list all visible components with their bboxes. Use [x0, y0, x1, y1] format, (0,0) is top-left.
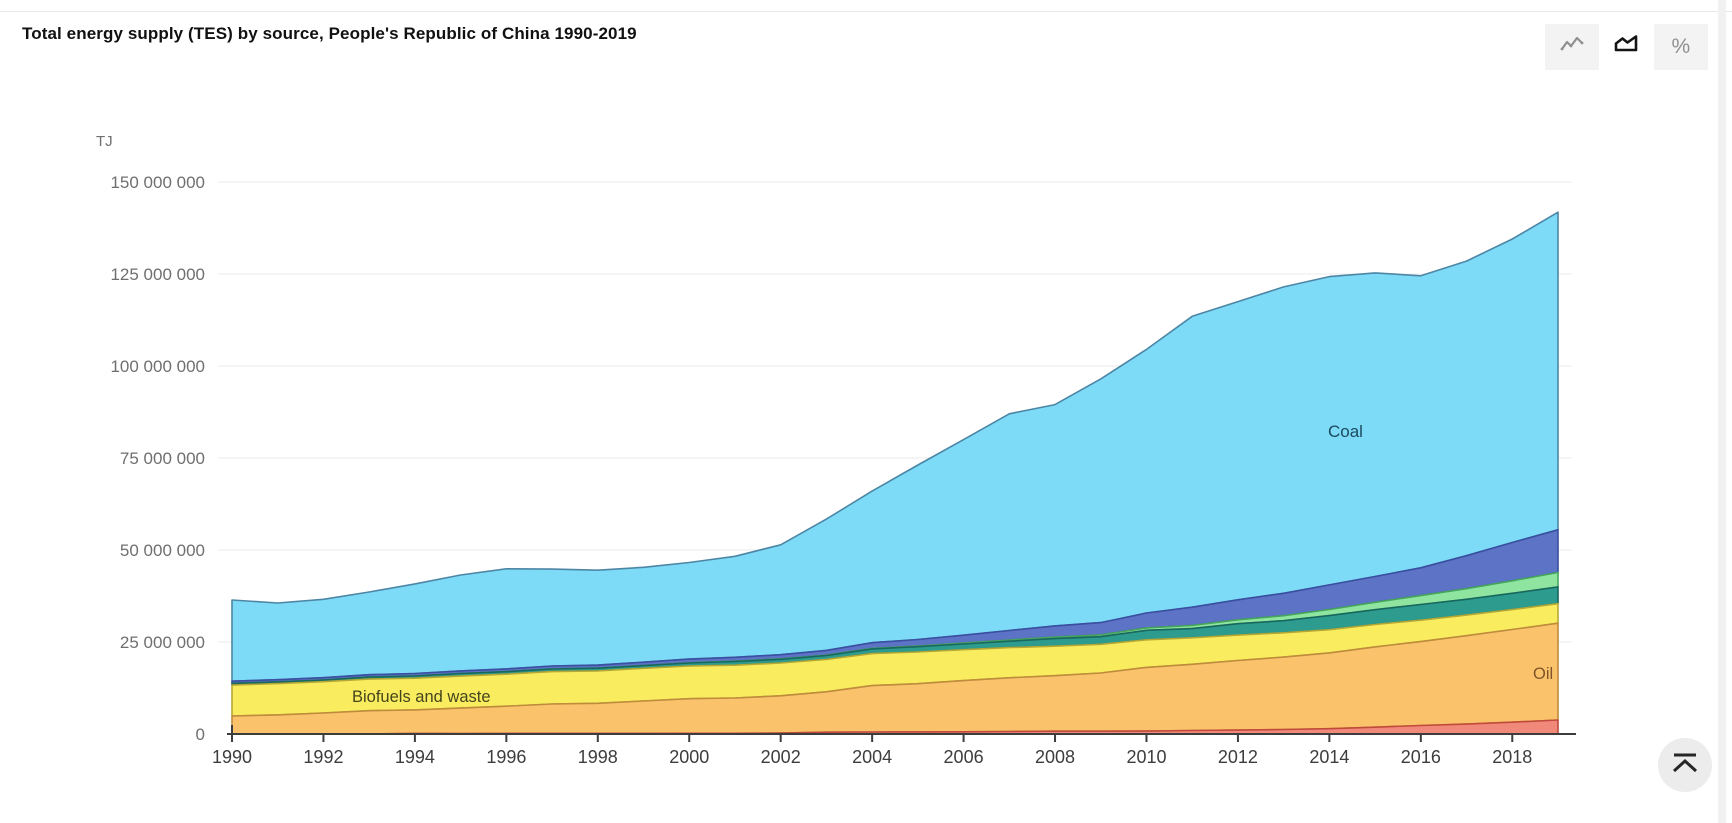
top-divider — [0, 11, 1732, 12]
x-axis-tick-label: 2002 — [761, 747, 801, 767]
x-axis-tick-label: 2006 — [944, 747, 984, 767]
series-label: Coal — [1328, 422, 1363, 441]
y-axis-tick-label: 100 000 000 — [110, 357, 205, 376]
x-axis-tick-label: 2010 — [1126, 747, 1166, 767]
series-label: Biofuels and waste — [352, 688, 491, 706]
x-axis-tick-label: 2018 — [1492, 747, 1532, 767]
percent-icon: % — [1671, 35, 1691, 58]
y-axis-tick-label: 75 000 000 — [120, 449, 205, 468]
x-axis-tick-label: 1994 — [395, 747, 435, 767]
y-axis-tick-label: 0 — [196, 725, 205, 744]
x-axis-tick-label: 1990 — [212, 747, 252, 767]
y-axis-tick-label: 50 000 000 — [120, 541, 205, 560]
y-axis-unit-label: TJ — [96, 133, 113, 150]
series-label: Oil — [1533, 665, 1553, 683]
scrollbar-track[interactable] — [1718, 0, 1726, 823]
x-axis-tick-label: 2008 — [1035, 747, 1075, 767]
area-view-button[interactable] — [1599, 18, 1654, 75]
y-axis-tick-label: 125 000 000 — [110, 265, 205, 284]
line-view-button[interactable] — [1545, 24, 1599, 70]
scroll-to-top-button[interactable] — [1658, 738, 1712, 792]
x-axis-tick-label: 2012 — [1218, 747, 1258, 767]
scroll-to-top-icon — [1672, 752, 1698, 779]
percent-view-button[interactable]: % — [1654, 24, 1708, 70]
line-chart-icon — [1559, 32, 1585, 63]
x-axis-tick-label: 2004 — [852, 747, 892, 767]
x-axis-tick-label: 2000 — [669, 747, 709, 767]
y-axis-tick-label: 150 000 000 — [110, 173, 205, 192]
chart-view-toggle: % — [1545, 18, 1708, 75]
chart-title: Total energy supply (TES) by source, Peo… — [22, 24, 637, 43]
x-axis-tick-label: 2014 — [1309, 747, 1349, 767]
area-chart-icon — [1612, 30, 1640, 63]
x-axis-tick-label: 2016 — [1401, 747, 1441, 767]
x-axis-tick-label: 1992 — [303, 747, 343, 767]
x-axis-tick-label: 1998 — [578, 747, 618, 767]
y-axis-tick-label: 25 000 000 — [120, 633, 205, 652]
x-axis-tick-label: 1996 — [486, 747, 526, 767]
